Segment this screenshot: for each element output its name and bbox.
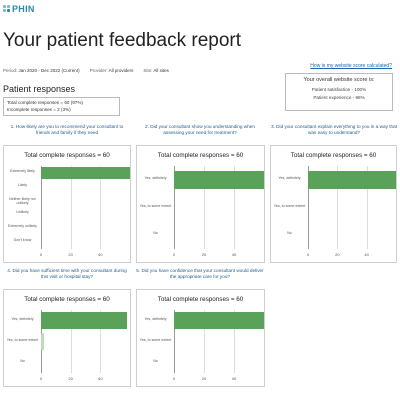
score-calculation-link[interactable]: How is my website score calculated? <box>310 63 392 69</box>
bar[interactable] <box>174 170 264 189</box>
x-tick-label: 0 <box>306 252 310 257</box>
incomplete-responses: Incomplete responses = 2 (3%) <box>7 106 71 112</box>
provider-label: Provider: <box>89 68 108 73</box>
x-tick-label: 40 <box>98 252 103 257</box>
page-title: Your patient feedback report <box>3 30 242 51</box>
provider-value: All providers <box>108 68 134 73</box>
chart-title: Total complete responses = 60 <box>157 296 244 303</box>
category-label: Yes, definitely <box>278 175 301 180</box>
chart-plot-area <box>41 310 130 373</box>
bar[interactable] <box>308 170 396 189</box>
bar[interactable] <box>41 311 128 330</box>
gridline <box>234 166 235 249</box>
x-tick-label: 20 <box>68 376 73 381</box>
chart-panel: Total complete responses = 60 0 20 40 Yes, d… <box>136 289 265 387</box>
x-tick-label: 40 <box>231 376 237 381</box>
gridline <box>366 166 368 249</box>
gridline <box>70 166 72 249</box>
site-value: All sites <box>153 68 169 73</box>
chart-plot-area <box>174 166 264 249</box>
chart-question: 1. How likely are you to recommend your … <box>10 124 124 135</box>
gridline <box>100 166 102 249</box>
period-label: Period: <box>3 68 18 73</box>
category-label: Unlikely <box>16 210 29 215</box>
chart-panel: Total complete responses = 60 0 20 40 Extrem… <box>3 145 131 263</box>
x-tick-label: 40 <box>98 376 103 381</box>
chart-title: Total complete responses = 60 <box>290 152 377 159</box>
phin-logo[interactable]: PHIN <box>3 4 35 14</box>
chart-panel: Total complete responses = 60 0 20 40 Yes, d… <box>3 289 131 387</box>
overall-score-box: Your overall website score is: Patient s… <box>285 73 393 111</box>
chart-title: Total complete responses = 60 <box>157 152 244 159</box>
x-tick-label: 20 <box>201 252 207 257</box>
report-filters: Period: Jan 2020 - Dec 2022 (Current) Pr… <box>3 68 169 73</box>
logo-mark-icon <box>3 4 10 14</box>
gridline <box>70 310 72 373</box>
site-filter[interactable]: Site: All sites <box>143 68 169 73</box>
section-title: Patient responses <box>3 84 76 94</box>
category-label: No <box>153 358 158 363</box>
x-tick-label: 20 <box>335 252 340 257</box>
provider-filter[interactable]: Provider: All providers <box>90 68 134 73</box>
category-label: Yes, to some extent <box>139 337 172 342</box>
chart-question: 4. Did you have sufficient time with you… <box>7 268 127 279</box>
bar[interactable] <box>41 332 44 351</box>
x-tick-label: 40 <box>364 252 369 257</box>
x-tick-label: 0 <box>39 376 43 381</box>
y-axis-line <box>174 310 175 373</box>
category-label: Yes, to some extent <box>139 203 172 208</box>
response-summary: Total complete responses = 60 (97%) Inco… <box>3 97 120 116</box>
y-axis-line <box>41 166 42 249</box>
category-label: Likely <box>17 182 28 187</box>
score-title: Your overall website score is: <box>303 77 375 83</box>
chart-panel: Total complete responses = 60 0 20 40 Yes, d… <box>270 145 397 263</box>
x-tick-label: 0 <box>172 252 176 257</box>
bar[interactable] <box>174 311 264 330</box>
chart-question: 5. Did you have confidence that your con… <box>136 268 264 279</box>
category-label: Extremely unlikely <box>8 224 37 229</box>
x-tick-label: 20 <box>68 252 73 257</box>
category-label: Yes, definitely <box>11 316 34 321</box>
category-label: Extremely likely <box>10 168 35 173</box>
x-tick-label: 0 <box>172 376 176 381</box>
bar[interactable] <box>41 167 130 179</box>
chart-plot-area <box>41 166 130 249</box>
y-axis-line <box>174 166 175 249</box>
chart-plot-area <box>308 166 396 249</box>
chart-title: Total complete responses = 60 <box>24 152 110 159</box>
category-label: Yes, definitely <box>144 175 167 180</box>
gridline <box>337 166 339 249</box>
logo-text: PHIN <box>12 4 35 14</box>
category-label: Yes, definitely <box>144 316 167 321</box>
x-tick-label: 0 <box>39 252 43 257</box>
patient-satisfaction-score: Patient satisfaction - 100% <box>311 87 367 92</box>
category-label: Yes, to some extent <box>6 337 39 342</box>
period-value: Jan 2020 - Dec 2022 (Current) <box>18 68 80 73</box>
gridline <box>204 166 205 249</box>
patient-experience-score: Patient experience - 98% <box>313 95 365 100</box>
gridline <box>234 310 235 373</box>
chart-plot-area <box>174 310 264 373</box>
site-label: Site: <box>143 68 153 73</box>
complete-responses: Total complete responses = 60 (97%) <box>7 100 83 105</box>
category-label: No <box>153 231 158 236</box>
category-label: No <box>287 231 292 236</box>
chart-title: Total complete responses = 60 <box>24 296 110 303</box>
category-label: Neither likely nor unlikely <box>9 196 36 205</box>
gridline <box>204 310 205 373</box>
chart-question: 2. Did your consultant show you understa… <box>145 124 255 135</box>
chart-question: 3. Did your consultant explain everythin… <box>270 124 398 135</box>
y-axis-line <box>308 166 309 249</box>
category-label: Don't know <box>13 238 32 243</box>
x-tick-label: 20 <box>201 376 207 381</box>
chart-panel: Total complete responses = 60 0 20 40 Yes, d… <box>136 145 265 263</box>
x-tick-label: 40 <box>231 252 237 257</box>
gridline <box>100 310 102 373</box>
category-label: Yes, to some extent <box>273 203 306 208</box>
category-label: No <box>20 358 25 363</box>
period-filter[interactable]: Period: Jan 2020 - Dec 2022 (Current) <box>3 68 80 73</box>
